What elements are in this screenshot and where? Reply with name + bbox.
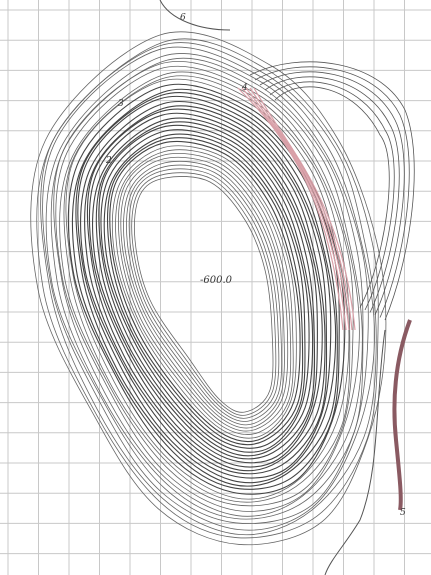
contour-line xyxy=(100,129,310,453)
contour-line xyxy=(65,78,350,500)
contour-line xyxy=(80,100,332,479)
highlight-line xyxy=(237,87,344,331)
ramp-line xyxy=(274,86,390,308)
road-line xyxy=(324,329,386,575)
contour-line xyxy=(63,75,351,503)
contour-line xyxy=(53,60,363,517)
contour-line xyxy=(55,65,360,512)
contour-line xyxy=(77,95,337,484)
contour-line xyxy=(59,71,354,507)
contour-line xyxy=(131,172,277,416)
depth-label: -600.0 xyxy=(200,275,233,286)
ramp-line xyxy=(259,71,405,316)
ramp-line xyxy=(249,61,415,321)
contour-line xyxy=(40,42,377,536)
contour-line xyxy=(50,57,364,520)
ramp-line xyxy=(254,66,410,318)
contour-line xyxy=(115,149,294,435)
contours xyxy=(30,0,415,575)
road-line xyxy=(159,0,231,31)
contour-line xyxy=(30,31,387,546)
bench-label: 3 xyxy=(118,99,124,109)
contour-line xyxy=(98,124,314,457)
contour-line xyxy=(120,156,289,429)
road-line xyxy=(392,319,412,511)
contour-line xyxy=(84,105,328,475)
contour-line xyxy=(118,152,292,432)
contour-line xyxy=(36,38,379,539)
contour-line xyxy=(75,92,338,487)
highlight-line xyxy=(245,87,350,331)
contour-line xyxy=(111,145,297,439)
highlight-line xyxy=(253,87,356,331)
bench-label: 6 xyxy=(180,13,186,23)
contour-line xyxy=(95,121,316,460)
highlight-line xyxy=(241,87,347,331)
contour-line xyxy=(128,168,280,419)
contour-line xyxy=(45,53,369,524)
contour-line xyxy=(123,161,285,426)
ramp-line xyxy=(269,81,395,311)
contour-line xyxy=(126,164,283,422)
contour-line xyxy=(86,108,326,472)
contour-line xyxy=(133,176,274,413)
contour-line xyxy=(109,140,301,443)
contour-line xyxy=(103,133,306,449)
contour-line xyxy=(42,46,375,531)
contour-line xyxy=(91,117,318,464)
ramp-line xyxy=(264,76,400,313)
contour-line xyxy=(106,137,304,446)
bench-label: 5 xyxy=(400,508,406,518)
contour-line xyxy=(88,112,323,468)
bench-label: 2 xyxy=(105,156,112,166)
bench-label: 4 xyxy=(241,83,248,93)
highlight-line xyxy=(249,87,353,331)
